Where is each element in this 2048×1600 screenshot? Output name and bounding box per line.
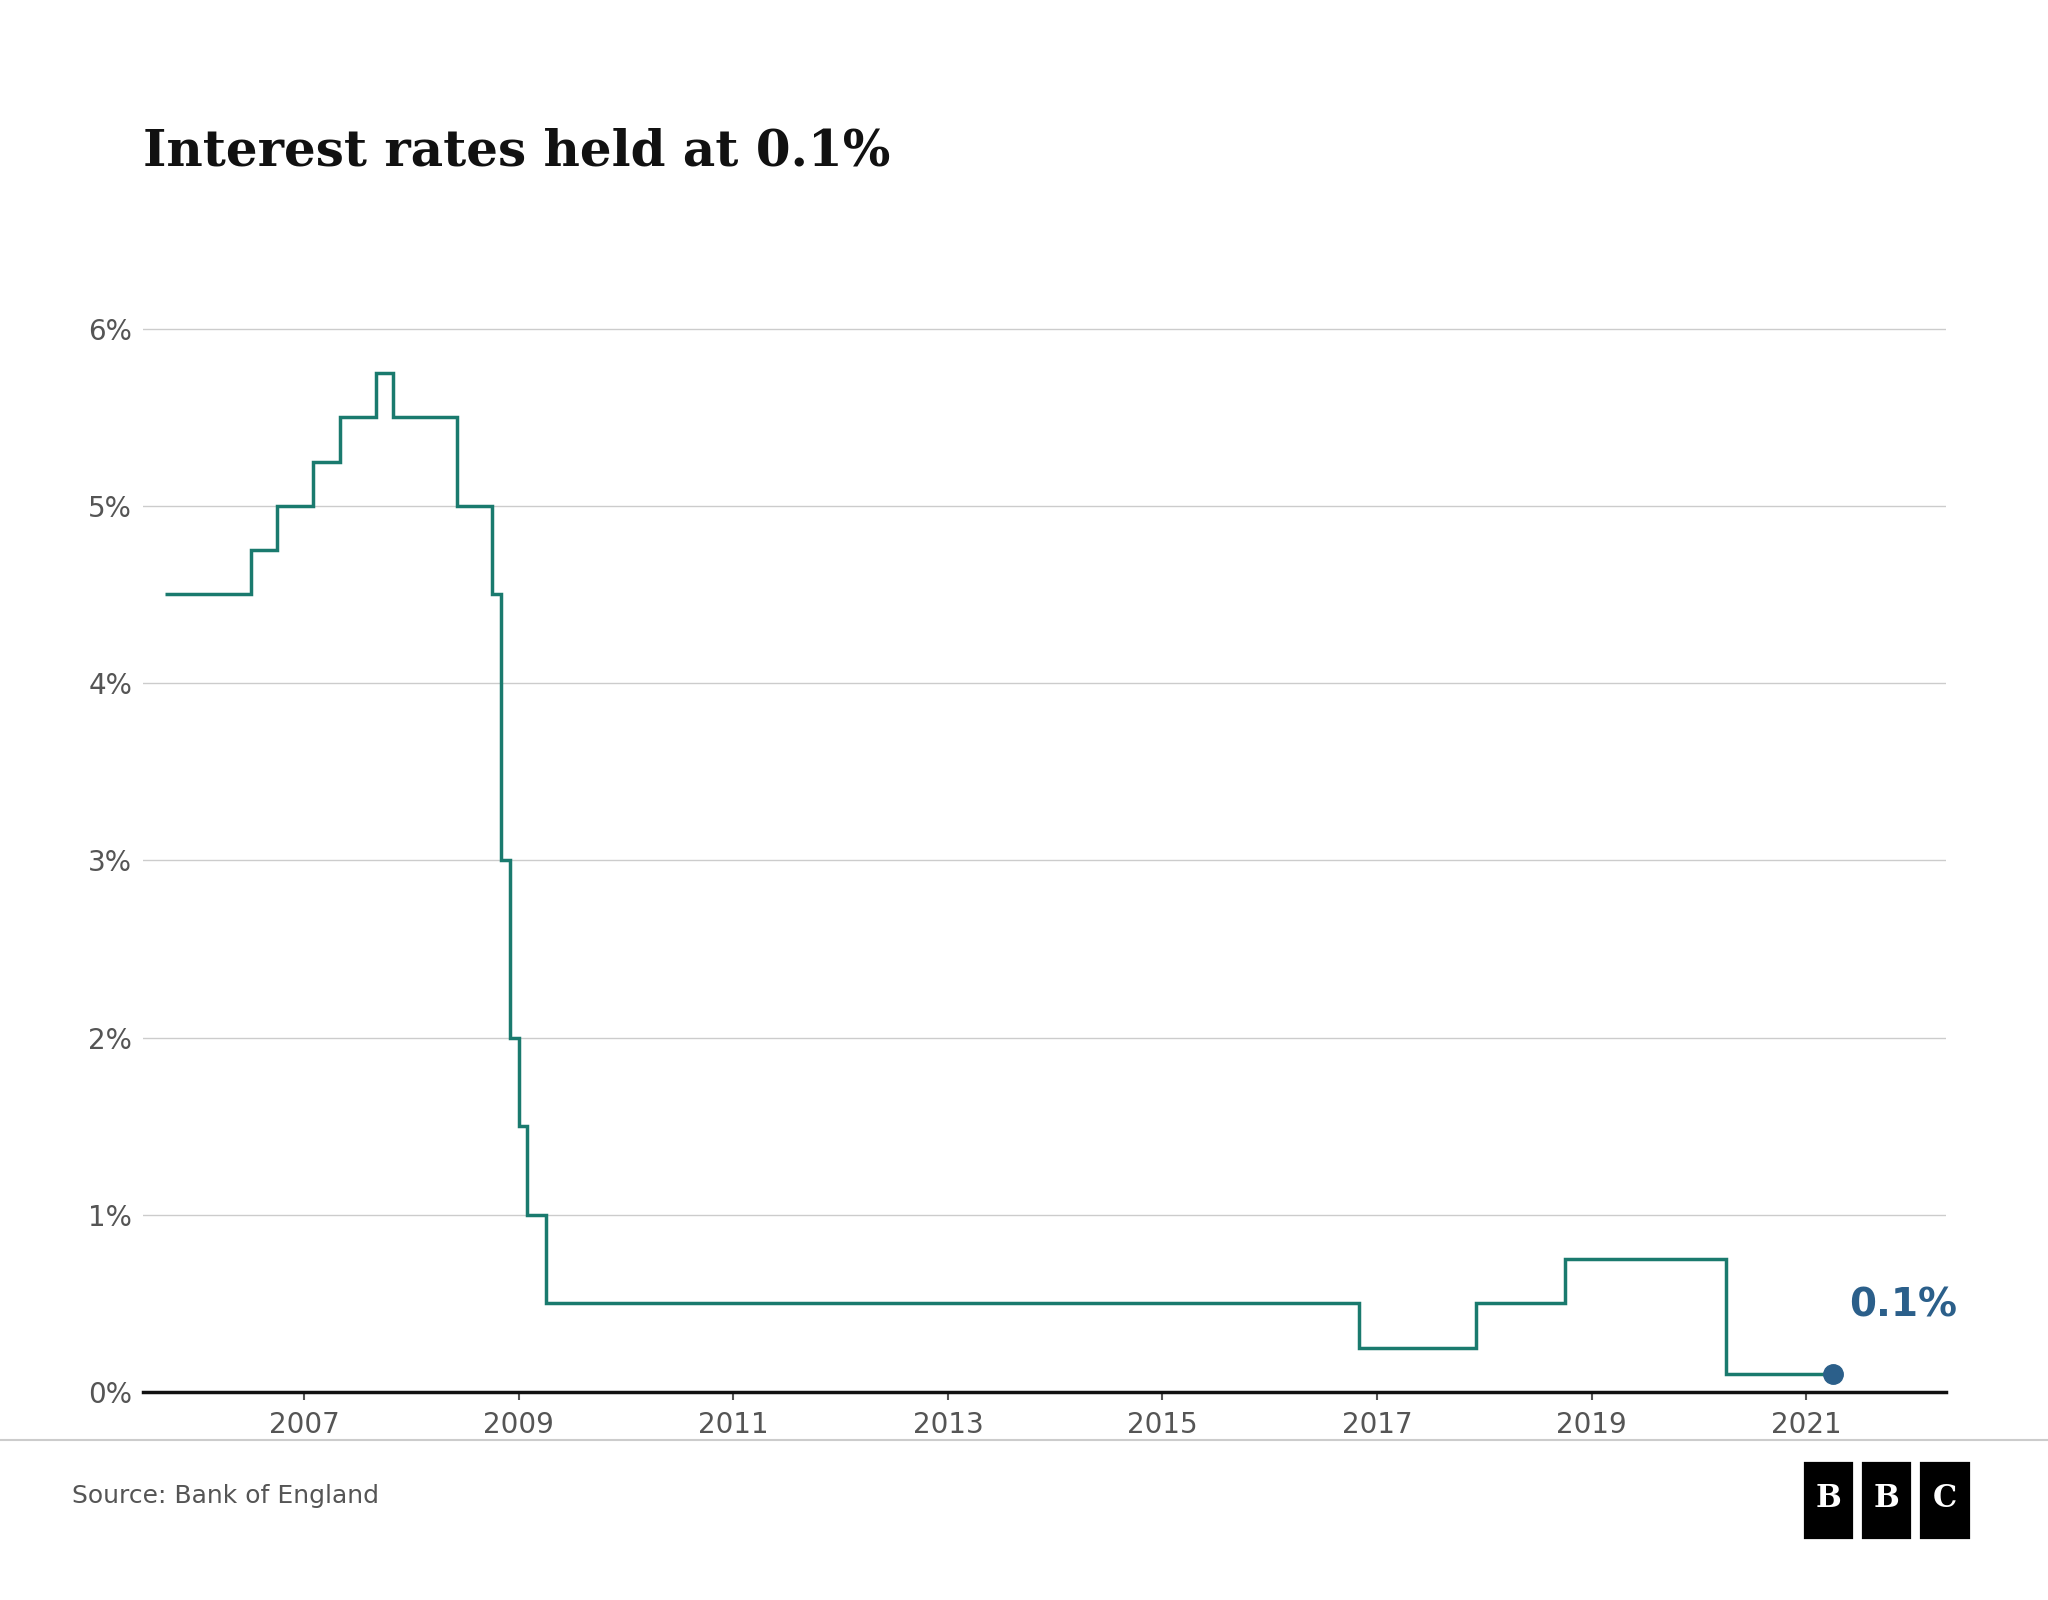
- Text: 0.1%: 0.1%: [1849, 1286, 1958, 1325]
- Bar: [1860, 1461, 1913, 1539]
- Bar: [1802, 1461, 1855, 1539]
- Text: Interest rates held at 0.1%: Interest rates held at 0.1%: [143, 126, 891, 176]
- Text: Source: Bank of England: Source: Bank of England: [72, 1485, 379, 1507]
- Bar: [1919, 1461, 1970, 1539]
- Text: B: B: [1815, 1483, 1841, 1514]
- Text: C: C: [1931, 1483, 1956, 1514]
- Text: B: B: [1874, 1483, 1898, 1514]
